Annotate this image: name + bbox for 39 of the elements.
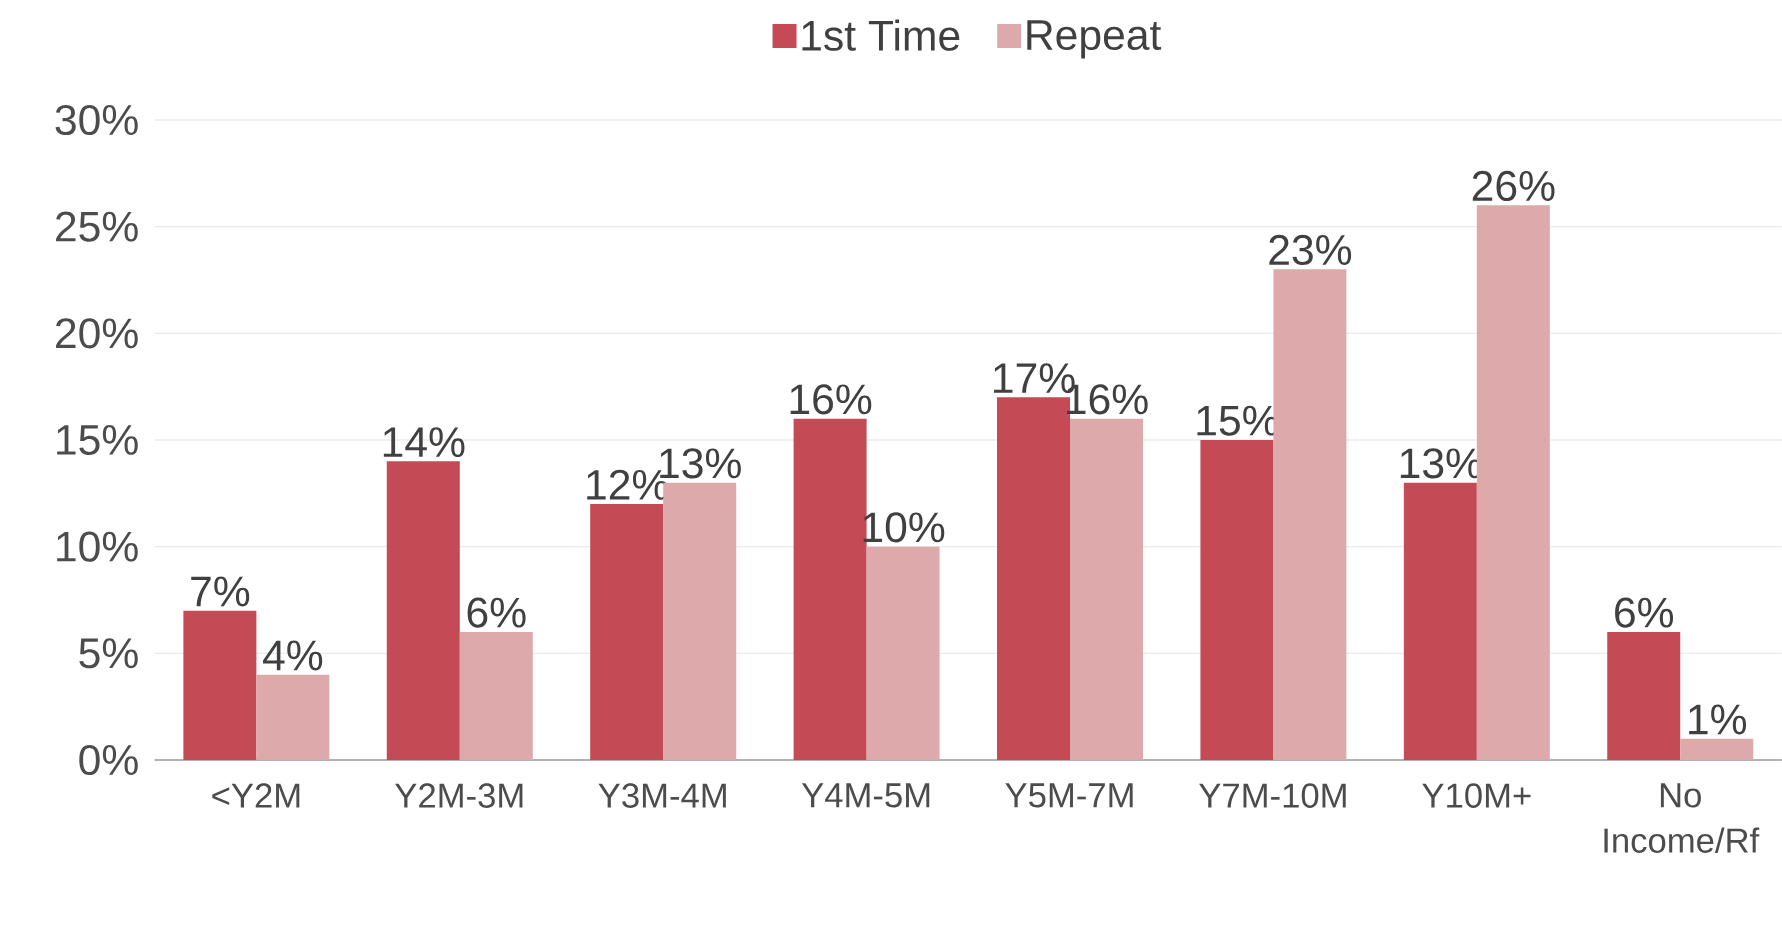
- y-tick-label: 30%: [55, 104, 138, 136]
- bar: [866, 546, 940, 760]
- y-tick-label: 10%: [57, 531, 138, 562]
- legend-label: 1st Time: [802, 19, 960, 51]
- y-tick-label: 25%: [56, 211, 138, 242]
- bar: [1607, 631, 1681, 760]
- data-label: 4%: [263, 640, 323, 671]
- data-label: 6%: [1615, 597, 1674, 628]
- data-label: 23%: [1269, 234, 1352, 266]
- x-tick-label: Y5M-7M: [1005, 783, 1133, 808]
- data-label: 1%: [1689, 704, 1747, 735]
- x-tick-label: No Income/Rf: [1604, 783, 1760, 853]
- bar: [459, 631, 533, 760]
- bar: [1273, 269, 1347, 760]
- x-tick-label: Y10M+: [1422, 783, 1531, 808]
- y-tick-label: 5%: [79, 638, 138, 669]
- x-tick-label: Y4M-5M: [801, 783, 930, 808]
- bar: [1070, 418, 1144, 760]
- bar: [256, 674, 330, 760]
- y-tick-label: 20%: [56, 318, 138, 349]
- y-tick-label: 15%: [57, 425, 138, 455]
- x-tick-label: Y7M-10M: [1199, 783, 1346, 808]
- data-label: 14%: [383, 427, 465, 458]
- legend-label: Repeat: [1027, 20, 1162, 59]
- bar: [1680, 738, 1754, 760]
- bar: [590, 503, 664, 760]
- y-tick-label: 0%: [79, 744, 138, 776]
- bar: [386, 461, 460, 760]
- data-label: 26%: [1472, 170, 1555, 202]
- data-label: 7%: [191, 576, 250, 607]
- x-tick-label: <Y2M: [212, 783, 300, 808]
- bar: [1403, 482, 1477, 760]
- bar: [1200, 439, 1274, 760]
- data-label: 16%: [790, 384, 872, 415]
- x-tick-label: Y3M-4M: [598, 783, 726, 808]
- bar: [1476, 205, 1550, 760]
- bar: [183, 610, 257, 760]
- x-tick-label: Y2M-3M: [395, 783, 523, 808]
- data-label: 6%: [467, 597, 526, 628]
